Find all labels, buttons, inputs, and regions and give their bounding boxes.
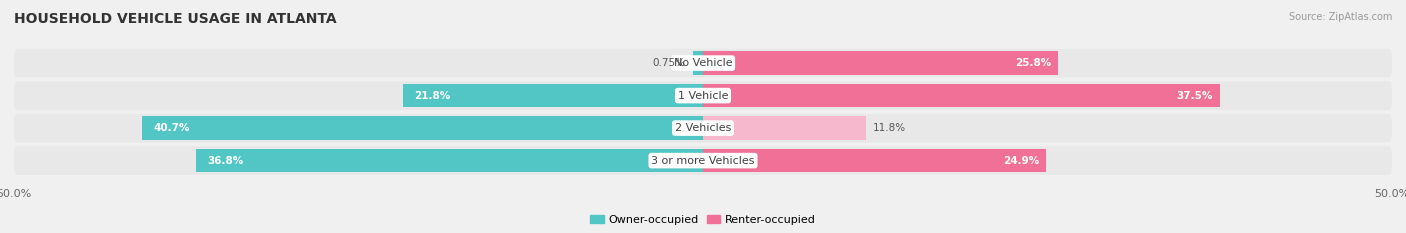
Text: 21.8%: 21.8% (413, 91, 450, 101)
Text: 25.8%: 25.8% (1015, 58, 1052, 68)
Text: 37.5%: 37.5% (1177, 91, 1213, 101)
Text: 36.8%: 36.8% (207, 156, 243, 166)
Legend: Owner-occupied, Renter-occupied: Owner-occupied, Renter-occupied (586, 210, 820, 229)
Text: 2 Vehicles: 2 Vehicles (675, 123, 731, 133)
FancyBboxPatch shape (14, 81, 1392, 110)
Bar (703, 84, 1219, 107)
Bar (703, 51, 1059, 75)
FancyBboxPatch shape (14, 49, 1392, 77)
FancyBboxPatch shape (14, 114, 1392, 142)
Bar (693, 51, 703, 75)
Bar (703, 116, 866, 140)
Text: No Vehicle: No Vehicle (673, 58, 733, 68)
Text: 11.8%: 11.8% (873, 123, 905, 133)
Bar (195, 149, 703, 172)
Text: 24.9%: 24.9% (1002, 156, 1039, 166)
Bar (402, 84, 703, 107)
Text: 1 Vehicle: 1 Vehicle (678, 91, 728, 101)
Text: HOUSEHOLD VEHICLE USAGE IN ATLANTA: HOUSEHOLD VEHICLE USAGE IN ATLANTA (14, 12, 336, 26)
Text: 40.7%: 40.7% (153, 123, 190, 133)
Bar (703, 149, 1046, 172)
Bar (142, 116, 703, 140)
Text: 0.75%: 0.75% (652, 58, 686, 68)
FancyBboxPatch shape (14, 146, 1392, 175)
Text: Source: ZipAtlas.com: Source: ZipAtlas.com (1288, 12, 1392, 22)
Text: 3 or more Vehicles: 3 or more Vehicles (651, 156, 755, 166)
